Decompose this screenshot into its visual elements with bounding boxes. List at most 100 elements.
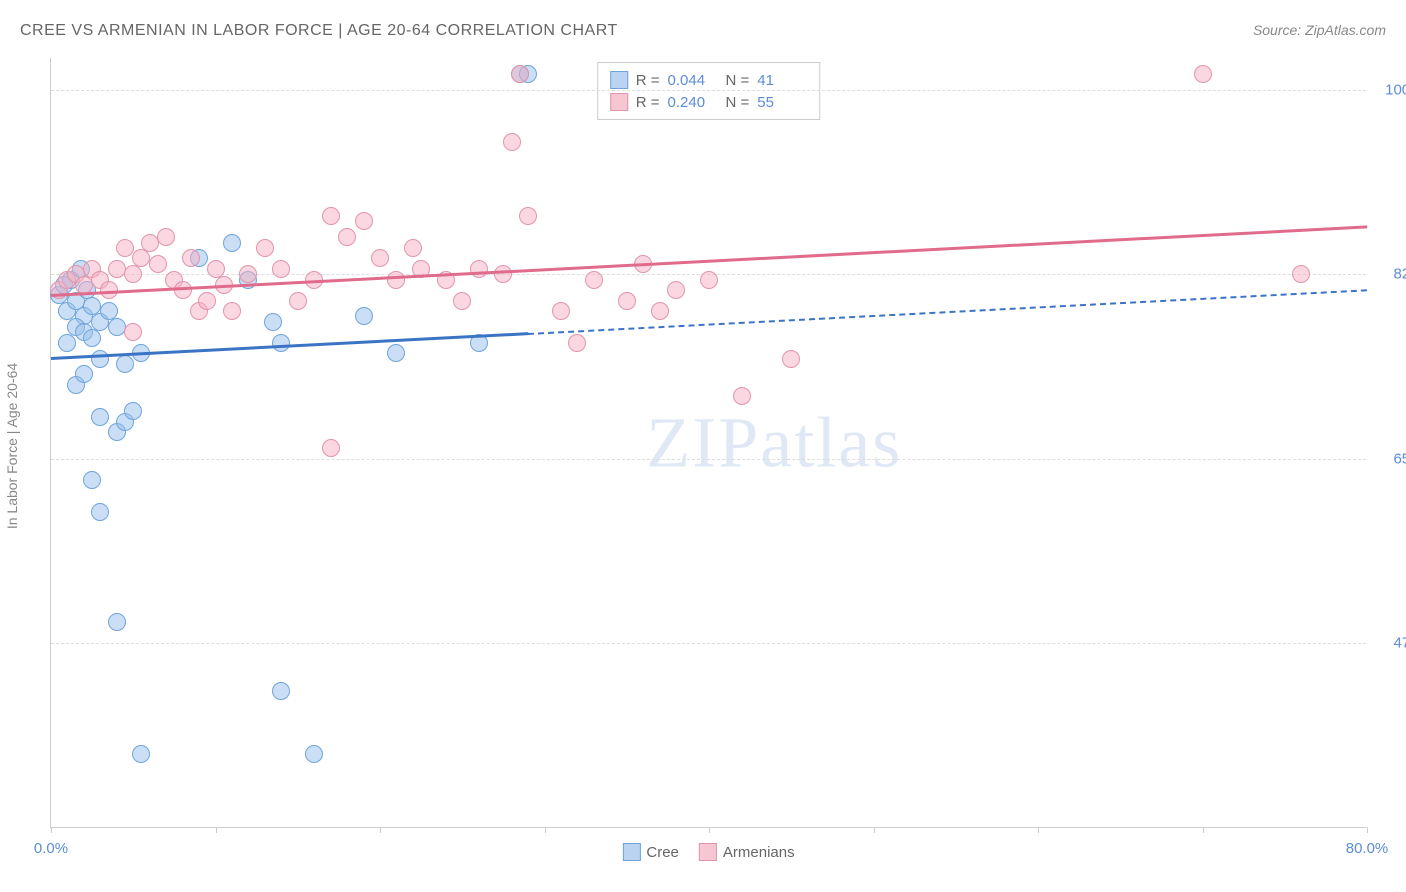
bottom-legend: Cree Armenians (622, 843, 794, 861)
y-tick-label: 82.5% (1376, 266, 1406, 283)
scatter-point (141, 234, 159, 252)
scatter-point (132, 745, 150, 763)
scatter-point (387, 271, 405, 289)
stat-n-value: 55 (757, 94, 807, 111)
watermark: ZIPatlas (646, 401, 902, 484)
scatter-point (355, 307, 373, 325)
scatter-point (108, 613, 126, 631)
scatter-point (568, 334, 586, 352)
scatter-point (404, 239, 422, 257)
y-tick-label: 47.5% (1376, 635, 1406, 652)
scatter-point (305, 745, 323, 763)
scatter-point (83, 329, 101, 347)
stat-r-label: R = (636, 72, 660, 89)
stat-n-label: N = (726, 72, 750, 89)
scatter-point (256, 239, 274, 257)
plot-area: ZIPatlas R =0.044N =41R =0.240N =55 Cree… (50, 58, 1366, 828)
scatter-point (272, 682, 290, 700)
scatter-point (116, 355, 134, 373)
trend-line (51, 332, 528, 360)
scatter-point (511, 65, 529, 83)
scatter-point (618, 292, 636, 310)
scatter-point (338, 228, 356, 246)
y-axis-label: In Labor Force | Age 20-64 (4, 363, 20, 529)
legend-item: Armenians (699, 843, 795, 861)
gridline (51, 459, 1366, 460)
scatter-point (651, 302, 669, 320)
stat-n-value: 41 (757, 72, 807, 89)
x-tick (709, 827, 710, 833)
scatter-point (355, 212, 373, 230)
chart-title: CREE VS ARMENIAN IN LABOR FORCE | AGE 20… (20, 22, 618, 40)
scatter-point (223, 234, 241, 252)
stats-row: R = 0.044 N = 41 (610, 69, 808, 91)
scatter-point (503, 133, 521, 151)
scatter-point (116, 239, 134, 257)
scatter-point (91, 350, 109, 368)
legend-swatch (699, 843, 717, 861)
scatter-point (371, 249, 389, 267)
scatter-point (91, 408, 109, 426)
x-tick (874, 827, 875, 833)
scatter-point (387, 344, 405, 362)
stat-r-value: 0.044 (668, 72, 718, 89)
scatter-point (782, 350, 800, 368)
scatter-point (58, 334, 76, 352)
x-tick (1203, 827, 1204, 833)
stat-n-label: N = (726, 94, 750, 111)
scatter-point (519, 207, 537, 225)
scatter-point (124, 265, 142, 283)
scatter-point (733, 387, 751, 405)
scatter-point (239, 265, 257, 283)
scatter-point (272, 260, 290, 278)
scatter-point (198, 292, 216, 310)
scatter-point (470, 260, 488, 278)
watermark-a: ZIP (646, 402, 760, 482)
x-tick-label: 0.0% (34, 840, 68, 857)
legend-label: Cree (646, 844, 679, 861)
scatter-point (157, 228, 175, 246)
legend-label: Armenians (723, 844, 795, 861)
scatter-point (1194, 65, 1212, 83)
scatter-point (108, 260, 126, 278)
scatter-point (75, 365, 93, 383)
legend-swatch (610, 93, 628, 111)
stats-row: R = 0.240 N = 55 (610, 91, 808, 113)
scatter-point (667, 281, 685, 299)
x-tick (51, 827, 52, 833)
scatter-point (108, 318, 126, 336)
source-attribution: Source: ZipAtlas.com (1253, 22, 1386, 38)
scatter-point (91, 503, 109, 521)
scatter-point (322, 207, 340, 225)
legend-swatch (610, 71, 628, 89)
scatter-point (223, 302, 241, 320)
y-tick-label: 65.0% (1376, 450, 1406, 467)
scatter-point (700, 271, 718, 289)
scatter-point (149, 255, 167, 273)
scatter-point (124, 323, 142, 341)
scatter-point (182, 249, 200, 267)
scatter-point (264, 313, 282, 331)
gridline (51, 643, 1366, 644)
scatter-point (272, 334, 290, 352)
scatter-point (132, 249, 150, 267)
y-tick-label: 100.0% (1376, 81, 1406, 98)
scatter-point (124, 402, 142, 420)
stat-r-value: 0.240 (668, 94, 718, 111)
x-tick (216, 827, 217, 833)
x-tick (380, 827, 381, 833)
x-tick (1367, 827, 1368, 833)
legend-item: Cree (622, 843, 679, 861)
stat-r-label: R = (636, 94, 660, 111)
x-tick (1038, 827, 1039, 833)
scatter-point (1292, 265, 1310, 283)
gridline (51, 90, 1366, 91)
scatter-point (453, 292, 471, 310)
scatter-point (289, 292, 307, 310)
legend-swatch (622, 843, 640, 861)
scatter-point (494, 265, 512, 283)
scatter-point (322, 439, 340, 457)
scatter-point (552, 302, 570, 320)
scatter-point (585, 271, 603, 289)
watermark-b: atlas (760, 402, 902, 482)
